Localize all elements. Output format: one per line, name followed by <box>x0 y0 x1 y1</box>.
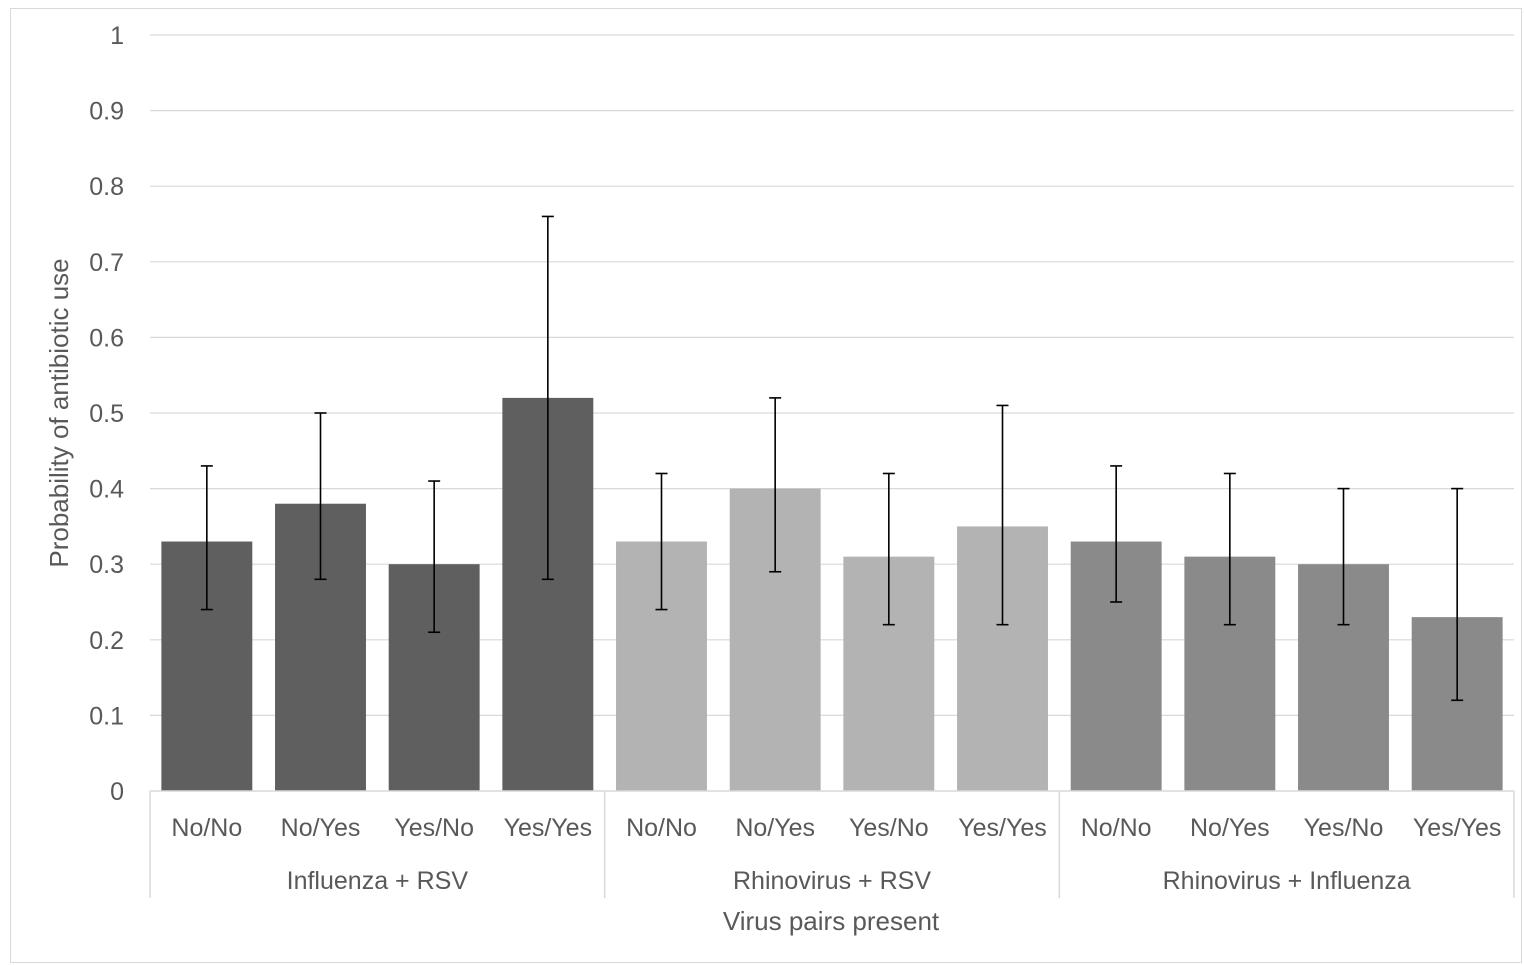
x-category-label: Yes/No <box>394 814 474 842</box>
y-axis-title: Probability of antibiotic use <box>44 258 74 567</box>
x-category-label: No/No <box>1081 814 1152 842</box>
x-group-label: Rhinovirus + RSV <box>733 867 931 895</box>
x-axis-title: Virus pairs present <box>723 906 940 936</box>
y-tick-label: 0.7 <box>89 249 124 277</box>
x-category-label: No/No <box>171 814 242 842</box>
x-category-label: No/No <box>626 814 697 842</box>
x-group-label: Rhinovirus + Influenza <box>1163 867 1411 895</box>
error-bar <box>1110 465 1123 603</box>
y-tick-label: 0.8 <box>89 173 124 201</box>
chart-frame <box>10 8 1522 963</box>
error-bar <box>314 412 327 581</box>
y-tick-label: 0.2 <box>89 627 124 655</box>
error-bar <box>769 397 782 573</box>
error-bar <box>1337 487 1350 626</box>
gridlines <box>150 34 1514 717</box>
y-tick-label: 1 <box>110 22 124 50</box>
error-bar <box>200 465 213 611</box>
error-bars <box>200 215 1464 702</box>
y-axis-ticks: 0 0.1 0.2 0.3 0.4 0.5 0.6 0.7 0.8 0.9 1 <box>89 22 124 806</box>
error-bar <box>428 480 441 634</box>
y-tick-label: 0.4 <box>89 476 124 504</box>
y-tick-label: 0.1 <box>89 702 124 730</box>
error-bar <box>655 472 668 611</box>
x-category-label: No/Yes <box>735 814 815 842</box>
error-bar <box>882 472 895 626</box>
y-tick-label: 0.9 <box>89 98 124 126</box>
x-category-label: Yes/No <box>1304 814 1384 842</box>
error-bar <box>1223 472 1236 626</box>
x-category-label: No/Yes <box>1190 814 1270 842</box>
y-tick-label: 0 <box>110 778 124 806</box>
y-tick-label: 0.3 <box>89 551 124 579</box>
bars <box>161 397 1503 791</box>
error-bar <box>996 404 1009 626</box>
error-bar <box>1451 487 1464 702</box>
y-tick-label: 0.6 <box>89 324 124 352</box>
x-category-label: Yes/Yes <box>1413 814 1502 842</box>
x-category-label: Yes/Yes <box>958 814 1047 842</box>
x-category-label: No/Yes <box>281 814 361 842</box>
error-bar <box>541 215 554 581</box>
x-axis: No/No No/Yes Yes/No Yes/Yes Influenza + RSV N… <box>149 790 1515 898</box>
x-category-label: Yes/Yes <box>504 814 593 842</box>
x-group-label: Influenza + RSV <box>287 867 469 895</box>
y-tick-label: 0.5 <box>89 400 124 428</box>
x-category-label: Yes/No <box>849 814 929 842</box>
